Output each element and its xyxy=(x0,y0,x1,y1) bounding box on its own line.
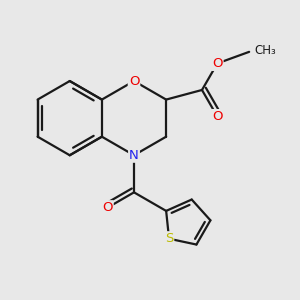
Text: O: O xyxy=(129,74,139,88)
Text: O: O xyxy=(212,57,223,70)
Text: N: N xyxy=(129,149,139,162)
Text: O: O xyxy=(102,201,113,214)
Text: CH₃: CH₃ xyxy=(254,44,276,57)
Text: O: O xyxy=(212,110,223,123)
Text: S: S xyxy=(165,232,173,245)
